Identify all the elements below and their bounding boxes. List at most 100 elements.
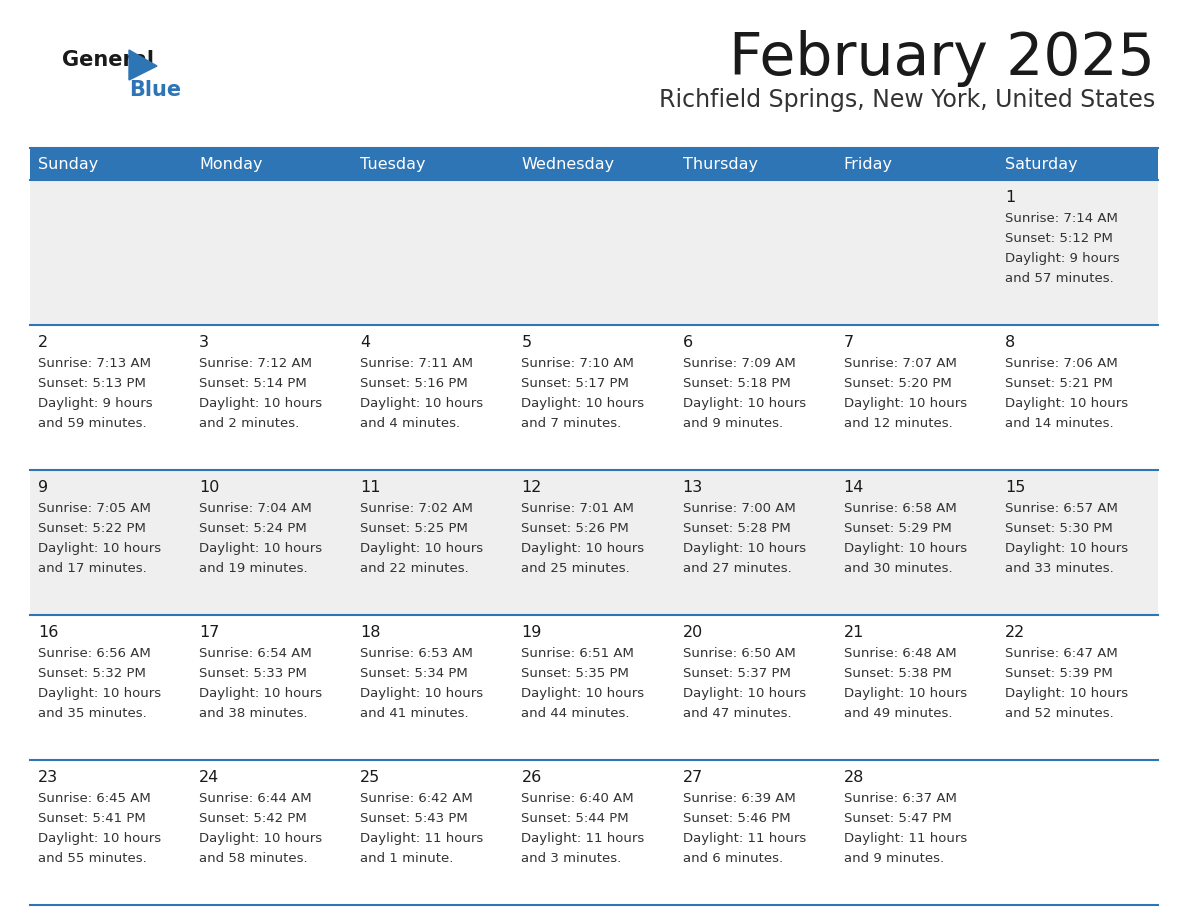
Text: Sunset: 5:41 PM: Sunset: 5:41 PM bbox=[38, 812, 146, 825]
Text: Thursday: Thursday bbox=[683, 156, 758, 172]
Text: Sunrise: 7:06 AM: Sunrise: 7:06 AM bbox=[1005, 357, 1118, 370]
Text: 7: 7 bbox=[843, 335, 854, 350]
Text: and 4 minutes.: and 4 minutes. bbox=[360, 417, 461, 430]
Text: Daylight: 10 hours: Daylight: 10 hours bbox=[843, 542, 967, 555]
Text: 20: 20 bbox=[683, 625, 703, 640]
Text: Sunset: 5:18 PM: Sunset: 5:18 PM bbox=[683, 377, 790, 390]
Text: Daylight: 11 hours: Daylight: 11 hours bbox=[843, 832, 967, 845]
Bar bbox=[835, 148, 997, 180]
Text: Sunrise: 6:48 AM: Sunrise: 6:48 AM bbox=[843, 647, 956, 660]
Text: Sunrise: 6:39 AM: Sunrise: 6:39 AM bbox=[683, 792, 795, 805]
Text: and 57 minutes.: and 57 minutes. bbox=[1005, 272, 1113, 285]
Text: and 38 minutes.: and 38 minutes. bbox=[200, 707, 308, 720]
Text: Sunset: 5:25 PM: Sunset: 5:25 PM bbox=[360, 522, 468, 535]
Text: and 17 minutes.: and 17 minutes. bbox=[38, 562, 147, 575]
Text: Sunset: 5:44 PM: Sunset: 5:44 PM bbox=[522, 812, 630, 825]
Text: Sunset: 5:34 PM: Sunset: 5:34 PM bbox=[360, 667, 468, 680]
Text: Sunrise: 6:54 AM: Sunrise: 6:54 AM bbox=[200, 647, 312, 660]
Text: Daylight: 9 hours: Daylight: 9 hours bbox=[1005, 252, 1119, 265]
Text: Sunrise: 7:05 AM: Sunrise: 7:05 AM bbox=[38, 502, 151, 515]
Text: 2: 2 bbox=[38, 335, 49, 350]
Polygon shape bbox=[129, 50, 157, 80]
Text: Sunset: 5:32 PM: Sunset: 5:32 PM bbox=[38, 667, 146, 680]
Text: and 41 minutes.: and 41 minutes. bbox=[360, 707, 469, 720]
Text: and 9 minutes.: and 9 minutes. bbox=[843, 852, 943, 865]
Text: Daylight: 10 hours: Daylight: 10 hours bbox=[1005, 397, 1127, 410]
Text: Sunset: 5:17 PM: Sunset: 5:17 PM bbox=[522, 377, 630, 390]
Text: Daylight: 10 hours: Daylight: 10 hours bbox=[683, 687, 805, 700]
Text: Sunrise: 7:04 AM: Sunrise: 7:04 AM bbox=[200, 502, 312, 515]
Text: and 9 minutes.: and 9 minutes. bbox=[683, 417, 783, 430]
Text: and 30 minutes.: and 30 minutes. bbox=[843, 562, 953, 575]
Text: 22: 22 bbox=[1005, 625, 1025, 640]
Text: General: General bbox=[62, 50, 154, 70]
Text: Friday: Friday bbox=[843, 156, 892, 172]
Text: Daylight: 10 hours: Daylight: 10 hours bbox=[200, 832, 322, 845]
Text: Sunset: 5:21 PM: Sunset: 5:21 PM bbox=[1005, 377, 1113, 390]
Text: Richfield Springs, New York, United States: Richfield Springs, New York, United Stat… bbox=[659, 88, 1155, 112]
Text: Sunset: 5:24 PM: Sunset: 5:24 PM bbox=[200, 522, 307, 535]
Text: Daylight: 10 hours: Daylight: 10 hours bbox=[1005, 687, 1127, 700]
Text: and 3 minutes.: and 3 minutes. bbox=[522, 852, 621, 865]
Text: and 12 minutes.: and 12 minutes. bbox=[843, 417, 953, 430]
Text: Sunrise: 7:02 AM: Sunrise: 7:02 AM bbox=[360, 502, 473, 515]
Text: Sunrise: 6:53 AM: Sunrise: 6:53 AM bbox=[360, 647, 473, 660]
Text: Daylight: 10 hours: Daylight: 10 hours bbox=[200, 687, 322, 700]
Text: Daylight: 9 hours: Daylight: 9 hours bbox=[38, 397, 152, 410]
Text: 16: 16 bbox=[38, 625, 58, 640]
Text: 24: 24 bbox=[200, 770, 220, 785]
Text: and 59 minutes.: and 59 minutes. bbox=[38, 417, 146, 430]
Text: Sunrise: 6:45 AM: Sunrise: 6:45 AM bbox=[38, 792, 151, 805]
Text: Sunset: 5:20 PM: Sunset: 5:20 PM bbox=[843, 377, 952, 390]
Text: and 52 minutes.: and 52 minutes. bbox=[1005, 707, 1113, 720]
Text: and 14 minutes.: and 14 minutes. bbox=[1005, 417, 1113, 430]
Text: Sunset: 5:16 PM: Sunset: 5:16 PM bbox=[360, 377, 468, 390]
Text: and 47 minutes.: and 47 minutes. bbox=[683, 707, 791, 720]
Text: 1: 1 bbox=[1005, 190, 1015, 205]
Text: Sunset: 5:46 PM: Sunset: 5:46 PM bbox=[683, 812, 790, 825]
Text: and 19 minutes.: and 19 minutes. bbox=[200, 562, 308, 575]
Text: Daylight: 10 hours: Daylight: 10 hours bbox=[200, 542, 322, 555]
Text: Sunday: Sunday bbox=[38, 156, 99, 172]
Text: and 25 minutes.: and 25 minutes. bbox=[522, 562, 630, 575]
Text: Sunset: 5:14 PM: Sunset: 5:14 PM bbox=[200, 377, 307, 390]
Text: Sunset: 5:38 PM: Sunset: 5:38 PM bbox=[843, 667, 952, 680]
Bar bbox=[30, 148, 191, 180]
Text: and 33 minutes.: and 33 minutes. bbox=[1005, 562, 1113, 575]
Text: Sunrise: 7:00 AM: Sunrise: 7:00 AM bbox=[683, 502, 795, 515]
Text: Sunrise: 6:56 AM: Sunrise: 6:56 AM bbox=[38, 647, 151, 660]
Text: Daylight: 11 hours: Daylight: 11 hours bbox=[683, 832, 805, 845]
Text: Sunrise: 6:40 AM: Sunrise: 6:40 AM bbox=[522, 792, 634, 805]
Text: and 49 minutes.: and 49 minutes. bbox=[843, 707, 953, 720]
Bar bbox=[353, 148, 513, 180]
Bar bbox=[513, 148, 675, 180]
Text: 21: 21 bbox=[843, 625, 864, 640]
Text: Monday: Monday bbox=[200, 156, 263, 172]
Text: 15: 15 bbox=[1005, 480, 1025, 495]
Text: Sunset: 5:12 PM: Sunset: 5:12 PM bbox=[1005, 232, 1113, 245]
Text: and 27 minutes.: and 27 minutes. bbox=[683, 562, 791, 575]
Text: 28: 28 bbox=[843, 770, 864, 785]
Text: Sunrise: 7:07 AM: Sunrise: 7:07 AM bbox=[843, 357, 956, 370]
Text: Sunset: 5:28 PM: Sunset: 5:28 PM bbox=[683, 522, 790, 535]
Text: and 1 minute.: and 1 minute. bbox=[360, 852, 454, 865]
Text: Sunset: 5:39 PM: Sunset: 5:39 PM bbox=[1005, 667, 1113, 680]
Text: Daylight: 10 hours: Daylight: 10 hours bbox=[522, 542, 645, 555]
Text: Sunrise: 6:47 AM: Sunrise: 6:47 AM bbox=[1005, 647, 1118, 660]
Text: 13: 13 bbox=[683, 480, 703, 495]
Text: 4: 4 bbox=[360, 335, 371, 350]
Text: 18: 18 bbox=[360, 625, 381, 640]
Text: Daylight: 10 hours: Daylight: 10 hours bbox=[522, 687, 645, 700]
Text: Daylight: 10 hours: Daylight: 10 hours bbox=[522, 397, 645, 410]
Text: Daylight: 10 hours: Daylight: 10 hours bbox=[200, 397, 322, 410]
Text: Sunset: 5:43 PM: Sunset: 5:43 PM bbox=[360, 812, 468, 825]
Text: Daylight: 10 hours: Daylight: 10 hours bbox=[1005, 542, 1127, 555]
Text: Sunrise: 6:57 AM: Sunrise: 6:57 AM bbox=[1005, 502, 1118, 515]
Text: 5: 5 bbox=[522, 335, 531, 350]
Text: 14: 14 bbox=[843, 480, 864, 495]
Text: Sunrise: 7:14 AM: Sunrise: 7:14 AM bbox=[1005, 212, 1118, 225]
Text: 17: 17 bbox=[200, 625, 220, 640]
Text: Sunrise: 7:13 AM: Sunrise: 7:13 AM bbox=[38, 357, 151, 370]
Text: Sunrise: 7:12 AM: Sunrise: 7:12 AM bbox=[200, 357, 312, 370]
Text: Daylight: 10 hours: Daylight: 10 hours bbox=[683, 397, 805, 410]
